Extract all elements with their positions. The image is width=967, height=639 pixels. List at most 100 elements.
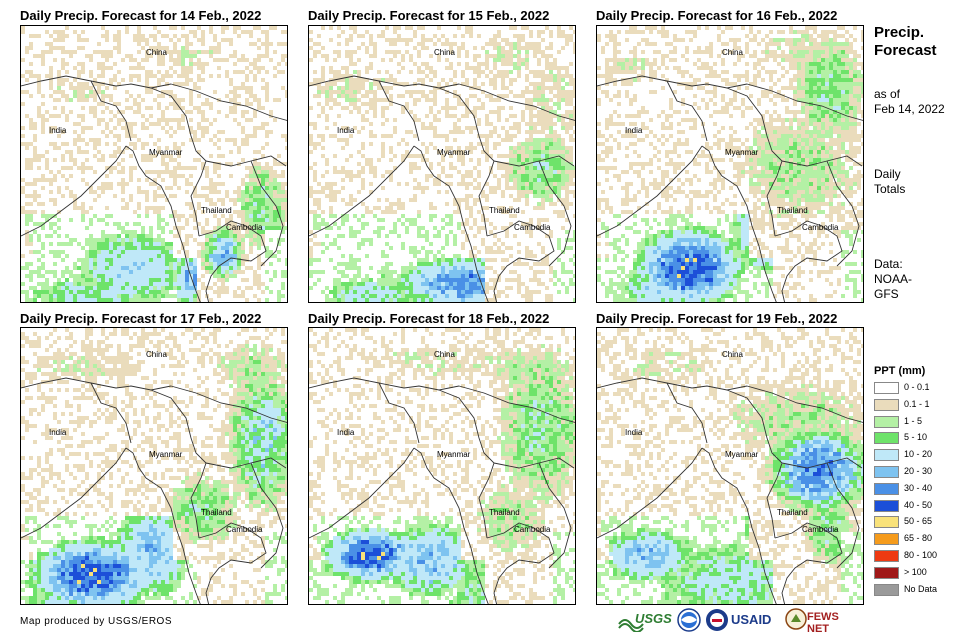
as-of-date: as of Feb 14, 2022 [874,87,945,117]
legend-label: 0 - 0.1 [904,382,930,392]
place-label-china: China [146,350,167,359]
place-label-thailand: Thailand [777,206,808,215]
precip-raster [309,328,575,604]
data-line1: Data: [874,257,903,271]
noaa-emblem-icon [677,608,701,632]
legend-label: 30 - 40 [904,482,933,493]
legend-title: PPT (mm) [874,365,926,377]
place-label-thailand: Thailand [777,508,808,517]
legend-swatch [874,398,899,411]
place-label-thailand: Thailand [201,508,232,517]
sidebar-title-line1: Precip. [874,24,925,41]
legend-swatch [874,382,899,394]
precip-raster [21,26,287,302]
legend-label: 80 - 100 [904,550,938,560]
legend-label: 5 - 10 [904,432,928,443]
country-border [21,377,172,391]
country-border [438,87,495,237]
country-border [309,447,415,539]
panel-title-5: Daily Precip. Forecast for 18 Feb., 2022 [308,311,550,326]
fewsnet-logo-text: FEWS NET [807,611,839,635]
panel-title-4: Daily Precip. Forecast for 17 Feb., 2022 [20,311,262,326]
country-border [205,457,287,569]
place-label-china: China [146,48,167,57]
country-border [90,382,132,444]
place-label-myanmar: Myanmar [149,450,183,459]
legend-label: 50 - 65 [904,516,933,527]
legend-label: No Data [904,583,938,594]
sidebar-title: Precip. Forecast [874,24,937,60]
legend-label: 10 - 20 [904,449,933,460]
legend-swatch [874,449,899,462]
precip-raster [597,328,863,604]
country-border [486,522,555,604]
country-border [198,220,267,302]
totals-line1: Daily [874,167,901,181]
daily-totals-note: Daily Totals [874,167,905,197]
place-label-cambodia: Cambodia [514,223,551,232]
country-border [21,75,172,89]
country-border [493,457,575,569]
country-border [701,145,777,302]
place-label-india: India [49,126,67,135]
country-border [597,447,703,539]
country-border [746,83,863,121]
country-border [458,83,575,121]
country-border [309,377,460,391]
legend-swatch [874,415,899,428]
place-label-cambodia: Cambodia [802,223,839,232]
data-line2: NOAA- [874,272,913,286]
country-border [413,145,489,302]
legend-label: 20 - 30 [904,466,933,476]
country-border [125,145,201,302]
country-border [198,522,267,604]
panel-title-1: Daily Precip. Forecast for 14 Feb., 2022 [20,8,262,23]
legend-swatch [874,499,899,512]
country-border [486,220,555,302]
precip-raster [597,26,863,302]
forecast-map-5: China India Myanmar Thailand Cambodia [308,327,576,605]
precip-raster [309,26,575,302]
forecast-map-1: China India Myanmar Thailand Cambodia [20,25,288,303]
place-label-myanmar: Myanmar [725,148,759,157]
place-label-cambodia: Cambodia [226,525,263,534]
fewsnet-emblem-icon [785,608,807,630]
country-border [170,385,287,423]
as-of-line2: Feb 14, 2022 [874,102,945,116]
usgs-logo-icon [618,619,644,633]
country-border [597,75,748,89]
place-label-cambodia: Cambodia [514,525,551,534]
place-label-india: India [625,428,643,437]
country-border [781,155,863,267]
country-border [309,145,415,237]
place-label-myanmar: Myanmar [149,148,183,157]
usgs-logo: USGS [617,608,675,633]
country-border [170,83,287,121]
forecast-map-4: China India Myanmar Thailand Cambodia [20,327,288,605]
country-border [458,385,575,423]
legend-label: > 100 [904,566,927,577]
country-border [90,80,132,142]
country-border [666,80,708,142]
totals-line2: Totals [874,182,906,196]
country-border [774,220,843,302]
as-of-line1: as of [874,87,901,101]
country-border [781,457,863,569]
country-border [726,389,783,539]
place-label-myanmar: Myanmar [437,450,471,459]
sidebar-title-line2: Forecast [874,42,937,59]
place-label-india: India [49,428,67,437]
place-label-thailand: Thailand [489,206,520,215]
data-source-note: Data: NOAA- GFS [874,257,912,302]
forecast-map-2: China India Myanmar Thailand Cambodia [308,25,576,303]
legend-label: 65 - 80 [904,533,933,544]
usgs-logo-text: USGS [635,611,672,626]
place-label-china: China [722,350,743,359]
legend-label: 1 - 5 [904,415,923,426]
panel-title-6: Daily Precip. Forecast for 19 Feb., 2022 [596,311,838,326]
legend-label: 0.1 - 1 [904,398,930,409]
country-border [378,80,420,142]
map-credit: Map produced by USGS/EROS [20,616,173,627]
legend-swatch [874,466,899,478]
country-border [150,389,207,539]
